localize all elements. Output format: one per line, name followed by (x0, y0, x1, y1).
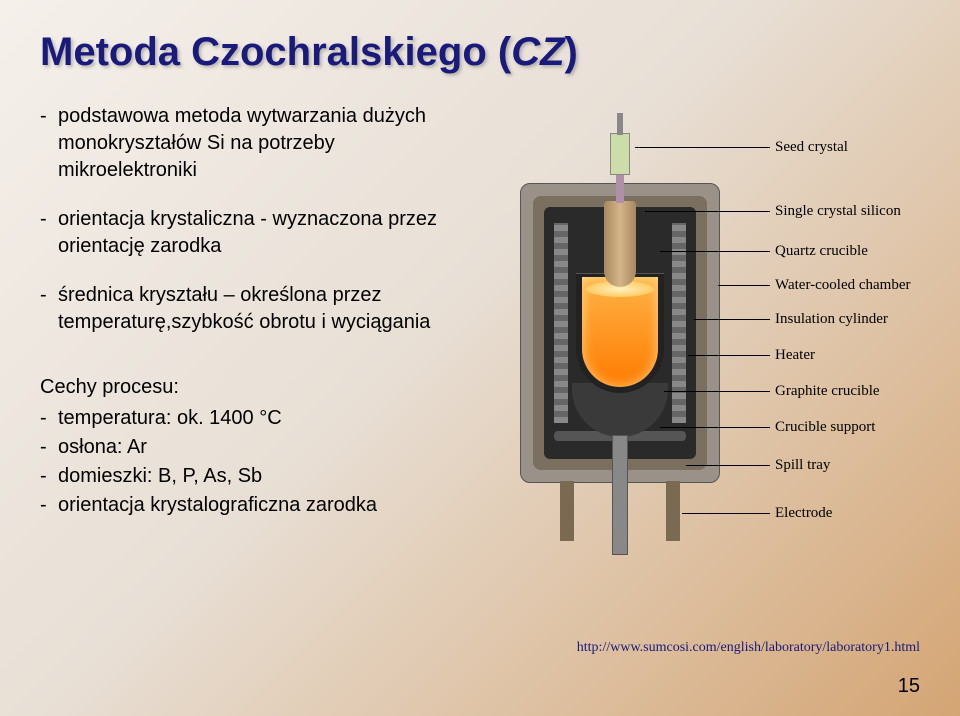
dash-icon: - (40, 405, 58, 432)
sub-title: Cechy procesu: (40, 376, 440, 399)
bullet-text: średnica kryształu – określona przez tem… (58, 282, 440, 336)
label-elec: Electrode (775, 505, 832, 522)
cz-diagram: Seed crystal Single crystal silicon Quar… (460, 103, 940, 583)
heater-shape (672, 223, 686, 423)
dash-icon: - (40, 282, 58, 309)
dash-icon: - (40, 434, 58, 461)
label-insul: Insulation cylinder (775, 311, 888, 328)
bullet-1: -podstawowa metoda wytwarzania dużych mo… (40, 103, 440, 184)
dash-icon: - (40, 206, 58, 233)
page-title: Metoda Czochralskiego (CZ) (40, 30, 920, 75)
title-italic: CZ (511, 30, 564, 74)
label-heater: Heater (775, 347, 815, 364)
label-seed: Seed crystal (775, 139, 848, 156)
bullet-text: podstawowa metoda wytwarzania dużych mon… (58, 103, 440, 184)
diagram-column: Seed crystal Single crystal silicon Quar… (460, 103, 940, 583)
dash-icon: - (40, 103, 58, 130)
leader-line (688, 355, 770, 356)
dash-icon: - (40, 492, 58, 519)
bullet-text: orientacja krystaliczna - wyznaczona prz… (58, 206, 440, 260)
neck-shape (616, 173, 624, 203)
leader-line (686, 465, 770, 466)
title-end: ) (565, 30, 578, 74)
bullet-2: -orientacja krystaliczna - wyznaczona pr… (40, 206, 440, 260)
label-water: Water-cooled chamber (775, 277, 911, 294)
leader-line (660, 427, 770, 428)
pull-rod-shape (617, 113, 623, 135)
leader-line (664, 391, 770, 392)
electrode-shape (560, 481, 574, 541)
content-row: -podstawowa metoda wytwarzania dużych mo… (40, 103, 920, 583)
slide: Metoda Czochralskiego (CZ) -podstawowa m… (0, 0, 960, 716)
bullet-3: -średnica kryształu – określona przez te… (40, 282, 440, 336)
shaft-shape (612, 435, 628, 555)
sub-item: osłona: Ar (58, 434, 147, 461)
label-graph: Graphite crucible (775, 383, 880, 400)
sub-item: orientacja krystalograficzna zarodka (58, 492, 377, 519)
leader-line (645, 211, 770, 212)
dash-icon: - (40, 463, 58, 490)
leader-line (660, 251, 770, 252)
label-supp: Crucible support (775, 419, 875, 436)
label-single: Single crystal silicon (775, 203, 901, 220)
sub-item: temperatura: ok. 1400 °C (58, 405, 282, 432)
leader-line (682, 513, 770, 514)
sub-item: domieszki: B, P, As, Sb (58, 463, 262, 490)
heater-shape (554, 223, 568, 423)
title-main: Metoda Czochralskiego ( (40, 30, 511, 74)
source-caption: http://www.sumcosi.com/english/laborator… (577, 640, 920, 656)
label-quartz: Quartz crucible (775, 243, 868, 260)
label-spill: Spill tray (775, 457, 830, 474)
leader-line (718, 285, 770, 286)
text-column: -podstawowa metoda wytwarzania dużych mo… (40, 103, 440, 583)
electrode-shape (666, 481, 680, 541)
leader-line (694, 319, 770, 320)
sub-list: -temperatura: ok. 1400 °C -osłona: Ar -d… (40, 405, 440, 519)
page-number: 15 (898, 675, 920, 698)
apparatus-icon (500, 113, 740, 563)
seed-holder-shape (610, 133, 630, 175)
leader-line (635, 147, 770, 148)
silicon-ingot-shape (604, 201, 636, 287)
